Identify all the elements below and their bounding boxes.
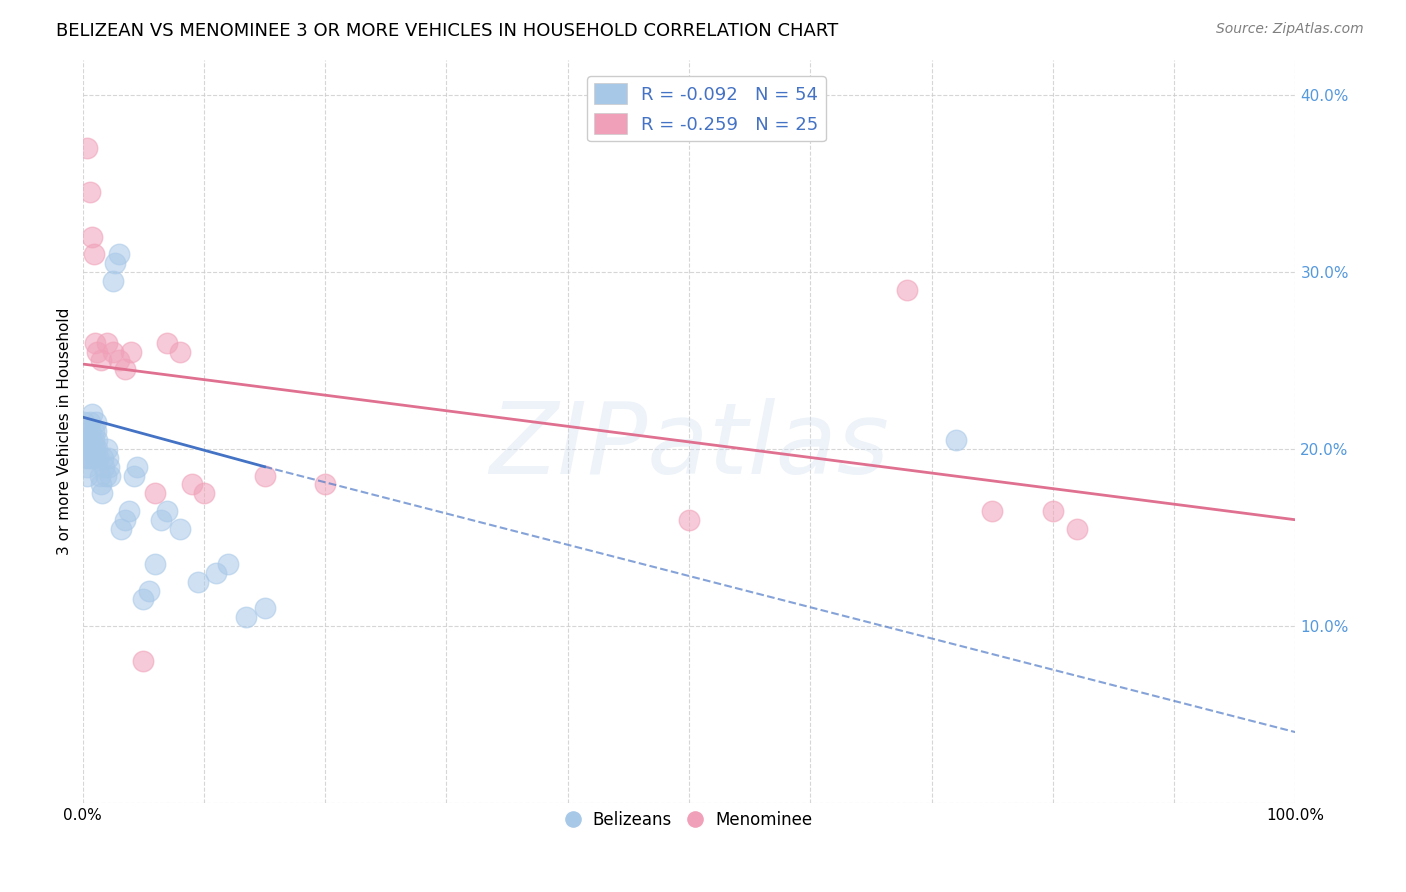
Point xyxy=(156,335,179,350)
Point xyxy=(193,486,215,500)
Point xyxy=(87,450,110,465)
Point xyxy=(83,424,105,438)
Point xyxy=(100,468,122,483)
Point xyxy=(187,574,209,589)
Text: Source: ZipAtlas.com: Source: ZipAtlas.com xyxy=(1216,22,1364,37)
Point xyxy=(84,424,107,438)
Point xyxy=(101,344,124,359)
Legend: Belizeans, Menominee: Belizeans, Menominee xyxy=(560,805,818,836)
Point xyxy=(1066,522,1088,536)
Point xyxy=(678,513,700,527)
Point xyxy=(96,335,118,350)
Point xyxy=(169,522,191,536)
Point xyxy=(96,442,118,456)
Point xyxy=(169,344,191,359)
Point xyxy=(138,583,160,598)
Point xyxy=(75,433,97,447)
Point xyxy=(73,416,96,430)
Point xyxy=(945,433,967,447)
Point xyxy=(145,486,167,500)
Point xyxy=(180,477,202,491)
Point xyxy=(101,274,124,288)
Point xyxy=(83,335,105,350)
Point xyxy=(127,459,149,474)
Point xyxy=(896,283,918,297)
Point xyxy=(94,468,117,483)
Point xyxy=(83,442,105,456)
Point xyxy=(79,186,101,200)
Point xyxy=(122,468,145,483)
Point xyxy=(76,468,98,483)
Point xyxy=(132,654,155,668)
Point xyxy=(82,229,104,244)
Point xyxy=(86,344,108,359)
Point xyxy=(76,141,98,155)
Point xyxy=(104,256,127,270)
Point xyxy=(77,450,100,465)
Point xyxy=(118,504,141,518)
Point xyxy=(80,433,103,447)
Text: BELIZEAN VS MENOMINEE 3 OR MORE VEHICLES IN HOUSEHOLD CORRELATION CHART: BELIZEAN VS MENOMINEE 3 OR MORE VEHICLES… xyxy=(56,22,838,40)
Point xyxy=(97,450,120,465)
Point xyxy=(86,442,108,456)
Point xyxy=(73,442,96,456)
Point xyxy=(83,247,105,261)
Point xyxy=(217,557,239,571)
Point xyxy=(90,477,112,491)
Point xyxy=(253,468,276,483)
Point xyxy=(110,522,132,536)
Point xyxy=(235,610,257,624)
Point xyxy=(150,513,173,527)
Point xyxy=(91,486,114,500)
Point xyxy=(114,362,136,376)
Text: ZIPatlas: ZIPatlas xyxy=(489,398,889,495)
Point xyxy=(91,450,114,465)
Point xyxy=(89,468,111,483)
Point xyxy=(314,477,336,491)
Point xyxy=(79,416,101,430)
Point xyxy=(73,450,96,465)
Point xyxy=(205,566,228,580)
Point xyxy=(114,513,136,527)
Point xyxy=(93,459,115,474)
Point xyxy=(82,407,104,421)
Point xyxy=(77,442,100,456)
Point xyxy=(108,353,131,368)
Point xyxy=(253,601,276,615)
Point xyxy=(156,504,179,518)
Point xyxy=(80,442,103,456)
Point xyxy=(981,504,1004,518)
Point xyxy=(86,433,108,447)
Y-axis label: 3 or more Vehicles in Household: 3 or more Vehicles in Household xyxy=(58,308,72,555)
Point xyxy=(76,459,98,474)
Point xyxy=(132,592,155,607)
Point xyxy=(98,459,121,474)
Point xyxy=(108,247,131,261)
Point xyxy=(145,557,167,571)
Point xyxy=(82,450,104,465)
Point xyxy=(1042,504,1064,518)
Point xyxy=(79,424,101,438)
Point xyxy=(120,344,142,359)
Point xyxy=(75,424,97,438)
Point xyxy=(90,353,112,368)
Point xyxy=(83,450,105,465)
Point xyxy=(83,433,105,447)
Point xyxy=(84,416,107,430)
